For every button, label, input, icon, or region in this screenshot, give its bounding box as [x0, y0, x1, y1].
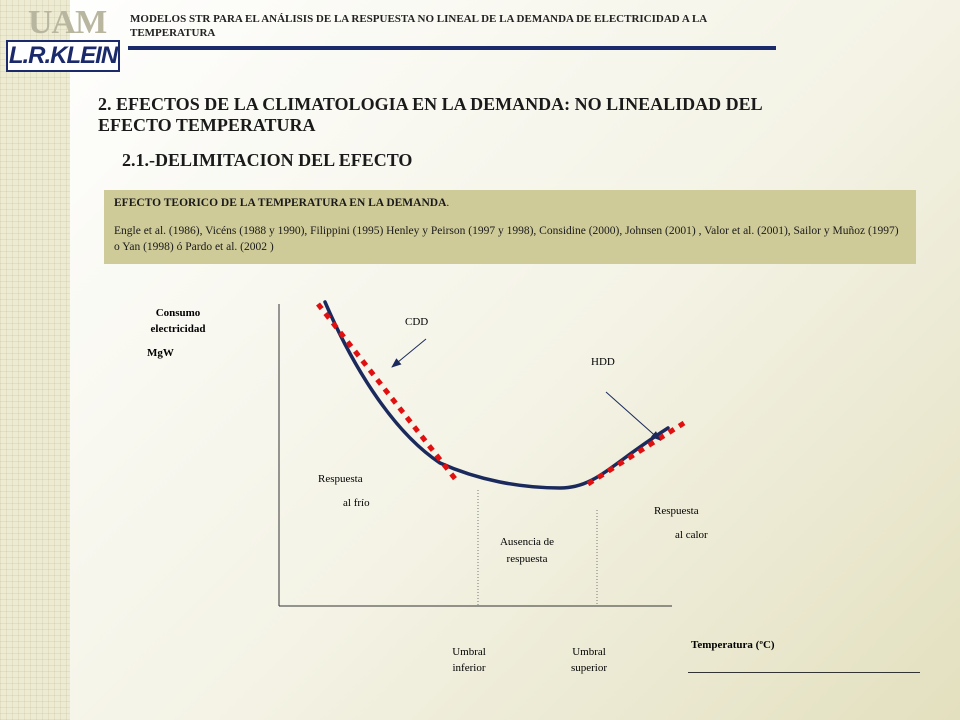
cdd-arrow — [391, 338, 427, 368]
heat-response-label-line2: al calor — [675, 529, 708, 541]
no-response-label-line1: Ausencia de — [500, 536, 554, 548]
demand-curve — [323, 300, 670, 490]
institution-logo: UAM L.R.KLEIN — [6, 4, 122, 72]
cold-response-label-line2: al frío — [343, 497, 370, 509]
slide-title: 2. EFECTOS DE LA CLIMATOLOGIA EN LA DEMA… — [98, 94, 762, 135]
hdd-arrow — [605, 391, 661, 441]
heat-response-tangent — [586, 420, 686, 487]
no-response-label-line2: respuesta — [507, 553, 548, 565]
decorative-left-strip — [0, 0, 70, 720]
lower-threshold-label-line2: inferior — [453, 662, 486, 674]
upper-threshold-label-line2: superior — [571, 662, 607, 674]
logo-uam-text: UAM — [28, 4, 107, 41]
upper-threshold-label-line1: Umbral — [572, 646, 606, 658]
heat-response-label-line1: Respuesta — [654, 505, 699, 517]
header-divider — [128, 46, 776, 50]
x-axis-label: Temperatura (ºC) — [691, 639, 775, 651]
y-axis-label-line1: Consumo — [156, 307, 201, 319]
logo-klein-box: L.R.KLEIN — [6, 40, 120, 72]
slide-subtitle: 2.1.-DELIMITACION DEL EFECTO — [122, 150, 413, 170]
cold-response-tangent — [316, 302, 458, 482]
y-axis-unit: MgW — [147, 347, 174, 359]
logo-klein-text: L.R.KLEIN — [8, 42, 118, 69]
cold-response-label-line1: Respuesta — [318, 473, 363, 485]
info-box-title-text: EFECTO TEORICO DE LA TEMPERATURA EN LA D… — [114, 197, 447, 209]
info-box-title: EFECTO TEORICO DE LA TEMPERATURA EN LA D… — [114, 195, 906, 211]
document-header-title: MODELOS STR PARA EL ANÁLISIS DE LA RESPU… — [130, 13, 707, 39]
hdd-label: HDD — [591, 356, 615, 368]
y-axis-label-line2: electricidad — [151, 323, 206, 335]
info-box-references: Engle et al. (1986), Vicéns (1988 y 1990… — [114, 225, 899, 253]
lower-threshold-label-line1: Umbral — [452, 646, 486, 658]
theory-info-box: EFECTO TEORICO DE LA TEMPERATURA EN LA D… — [104, 190, 916, 264]
temperature-underline — [688, 672, 920, 673]
cdd-label: CDD — [405, 316, 428, 328]
info-box-title-suffix: . — [446, 197, 450, 209]
